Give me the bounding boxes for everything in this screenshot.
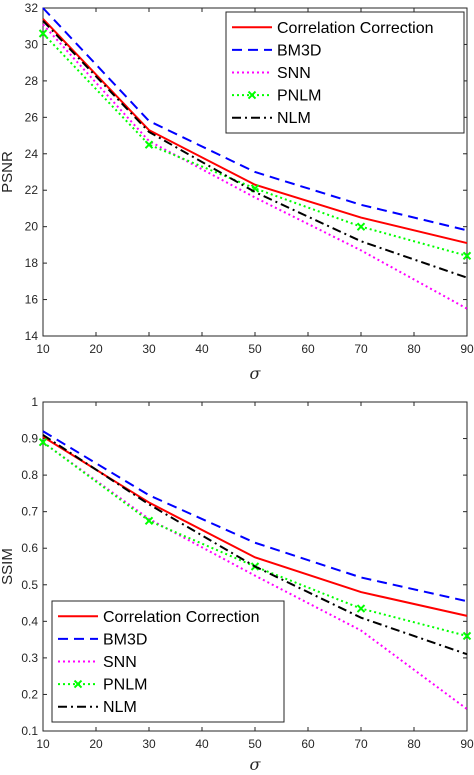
data-point-marker xyxy=(462,251,472,261)
y-tick-label: 0.6 xyxy=(21,541,38,555)
x-axis-label: σ xyxy=(250,364,262,383)
x-tick-label: 90 xyxy=(460,737,474,751)
y-axis-label: PSNR xyxy=(0,151,16,193)
legend-label: PNLM xyxy=(103,677,147,694)
x-tick-label: 80 xyxy=(407,342,421,356)
legend-marker xyxy=(247,90,257,100)
legend-label: SNN xyxy=(277,65,311,82)
series-line-snn xyxy=(42,23,468,310)
x-tick-label: 40 xyxy=(195,737,209,751)
y-tick-label: 0.3 xyxy=(21,651,38,665)
series-line-bm3d xyxy=(42,7,468,232)
legend-label: NLM xyxy=(277,110,311,127)
y-axis-label: SSIM xyxy=(0,548,16,585)
y-tick-label: 0.5 xyxy=(21,578,38,592)
data-point-marker xyxy=(38,438,48,447)
y-tick-label: 30 xyxy=(25,37,39,51)
legend: Correlation Correction BM3D SNN PNLM NLM xyxy=(51,600,285,723)
y-tick-label: 14 xyxy=(25,329,39,343)
data-point-marker xyxy=(462,631,472,641)
legend-label: SNN xyxy=(103,654,137,671)
data-point-marker xyxy=(356,604,366,613)
legend-label: Correlation Correction xyxy=(103,609,260,626)
series-line-nlm xyxy=(42,20,468,279)
legend-box xyxy=(225,11,465,134)
y-tick-label: 22 xyxy=(25,183,39,197)
y-tick-label: 0.1 xyxy=(21,724,38,738)
data-point-marker xyxy=(144,516,154,526)
y-tick-label: 32 xyxy=(25,1,39,15)
chart-panel-1: 10 20 30 40 50 60 70 80 90 14 16 18 20 22 24 26 28 30 32 σ P… xyxy=(0,1,474,383)
y-tick-label: 26 xyxy=(25,110,39,124)
x-tick-label: 10 xyxy=(36,342,50,356)
x-tick-label: 20 xyxy=(89,342,103,356)
y-tick-label: 0.2 xyxy=(21,687,38,701)
x-tick-label: 60 xyxy=(301,342,315,356)
data-point-marker xyxy=(38,29,48,38)
series-line-correlation-correction xyxy=(42,435,468,617)
data-point-marker xyxy=(144,140,154,149)
x-tick-label: 90 xyxy=(460,342,474,356)
y-tick-label: 0.7 xyxy=(21,505,38,519)
x-tick-label: 20 xyxy=(89,737,103,751)
x-tick-label: 50 xyxy=(248,342,262,356)
legend-label: BM3D xyxy=(103,631,147,648)
x-tick-label: 70 xyxy=(354,737,368,751)
x-tick-label: 50 xyxy=(248,737,262,751)
legend-label: Correlation Correction xyxy=(277,20,434,37)
x-tick-label: 30 xyxy=(142,737,156,751)
x-tick-label: 80 xyxy=(407,737,421,751)
y-tick-label: 20 xyxy=(25,220,39,234)
legend-label: BM3D xyxy=(277,42,321,59)
series-line-snn xyxy=(42,441,468,710)
legend-label: PNLM xyxy=(277,88,321,105)
series-line-correlation-correction xyxy=(42,18,468,245)
data-point-marker xyxy=(356,222,366,231)
x-axis-label: σ xyxy=(250,755,262,774)
y-tick-label: 0.4 xyxy=(21,614,38,628)
y-tick-label: 0.8 xyxy=(21,468,38,482)
legend-box xyxy=(51,600,285,723)
y-tick-label: 18 xyxy=(25,256,39,270)
y-tick-label: 28 xyxy=(25,74,39,88)
legend-label: NLM xyxy=(103,699,137,716)
y-tick-label: 0.9 xyxy=(21,432,38,446)
legend: Correlation Correction BM3D SNN PNLM NLM xyxy=(225,11,465,134)
y-tick-label: 24 xyxy=(25,147,39,161)
y-tick-label: 16 xyxy=(25,293,39,307)
y-tick-label: 1 xyxy=(31,395,38,409)
series-line-nlm xyxy=(42,434,468,656)
chart-panel-2: 10 20 30 40 50 60 70 80 90 0.1 0.2 0.3 0.4 0.5 0.6 0.7 0… xyxy=(0,395,474,774)
x-tick-label: 30 xyxy=(142,342,156,356)
x-tick-label: 10 xyxy=(36,737,50,751)
legend-marker xyxy=(73,679,83,689)
x-tick-label: 40 xyxy=(195,342,209,356)
x-tick-label: 60 xyxy=(301,737,315,751)
x-tick-label: 70 xyxy=(354,342,368,356)
series-line-bm3d xyxy=(42,430,468,603)
